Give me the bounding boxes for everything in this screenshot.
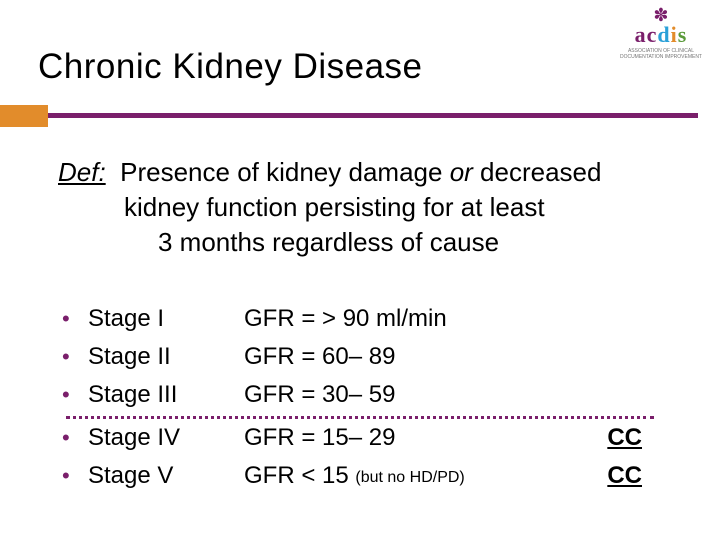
stage-gfr: GFR = 30– 59 [244,376,395,414]
bullet-icon: • [62,457,88,495]
stage-row: •Stage VGFR < 15 (but no HD/PD) CC [62,457,680,497]
slide-title: Chronic Kidney Disease [38,47,423,87]
bullet-icon: • [62,376,88,414]
bullet-icon: • [62,419,88,457]
stage-label: Stage V [88,457,244,495]
logo-letter-d: d [657,22,670,47]
logo-letter-i: i [671,22,678,47]
stage-label: Stage II [88,338,244,376]
stage-cc: CC [607,457,680,495]
stage-gfr-note: (but no HD/PD) [355,469,464,486]
logo-letter-a: a [635,22,647,47]
horizontal-rule [48,113,698,118]
accent-block [0,105,48,127]
definition-text-1b: decreased [473,157,602,187]
stage-gfr: GFR = 15– 29 [244,419,395,457]
stage-row: •Stage IVGFR = 15– 29 CC [62,419,680,457]
stage-gfr: GFR = 60– 89 [244,338,395,376]
stage-label: Stage I [88,300,244,338]
stage-row: •Stage IIIGFR = 30– 59 [62,376,680,414]
bullet-icon: • [62,300,88,338]
definition-line-2: kidney function persisting for at least [58,190,680,225]
stage-gfr: GFR = > 90 ml/min [244,300,447,338]
acdis-logo: ✽ acdis ASSOCIATION OF CLINICAL DOCUMENT… [620,8,702,60]
stage-cc: CC [607,419,680,457]
logo-letter-c: c [647,22,658,47]
logo-letter-s: s [678,22,688,47]
slide: ✽ acdis ASSOCIATION OF CLINICAL DOCUMENT… [0,0,720,540]
stage-label: Stage IV [88,419,244,457]
definition-text-1a: Presence of kidney damage [120,157,450,187]
stage-row: •Stage IIGFR = 60– 89 [62,338,680,376]
stage-label: Stage III [88,376,244,414]
logo-tagline-2: DOCUMENTATION IMPROVEMENT [620,54,702,60]
definition-label: Def: [58,157,106,187]
logo-people-icon: ✽ [620,8,702,22]
bullet-icon: • [62,338,88,376]
definition-line-1: Def: Presence of kidney damage or decrea… [58,155,680,190]
definition-or: or [450,157,473,187]
logo-text: acdis [620,22,702,48]
stage-row: •Stage IGFR = > 90 ml/min [62,300,680,338]
definition-block: Def: Presence of kidney damage or decrea… [58,155,680,260]
stage-gfr: GFR < 15 (but no HD/PD) [244,457,465,497]
stages-list: •Stage IGFR = > 90 ml/min•Stage IIGFR = … [62,300,680,497]
definition-line-3: 3 months regardless of cause [58,225,680,260]
